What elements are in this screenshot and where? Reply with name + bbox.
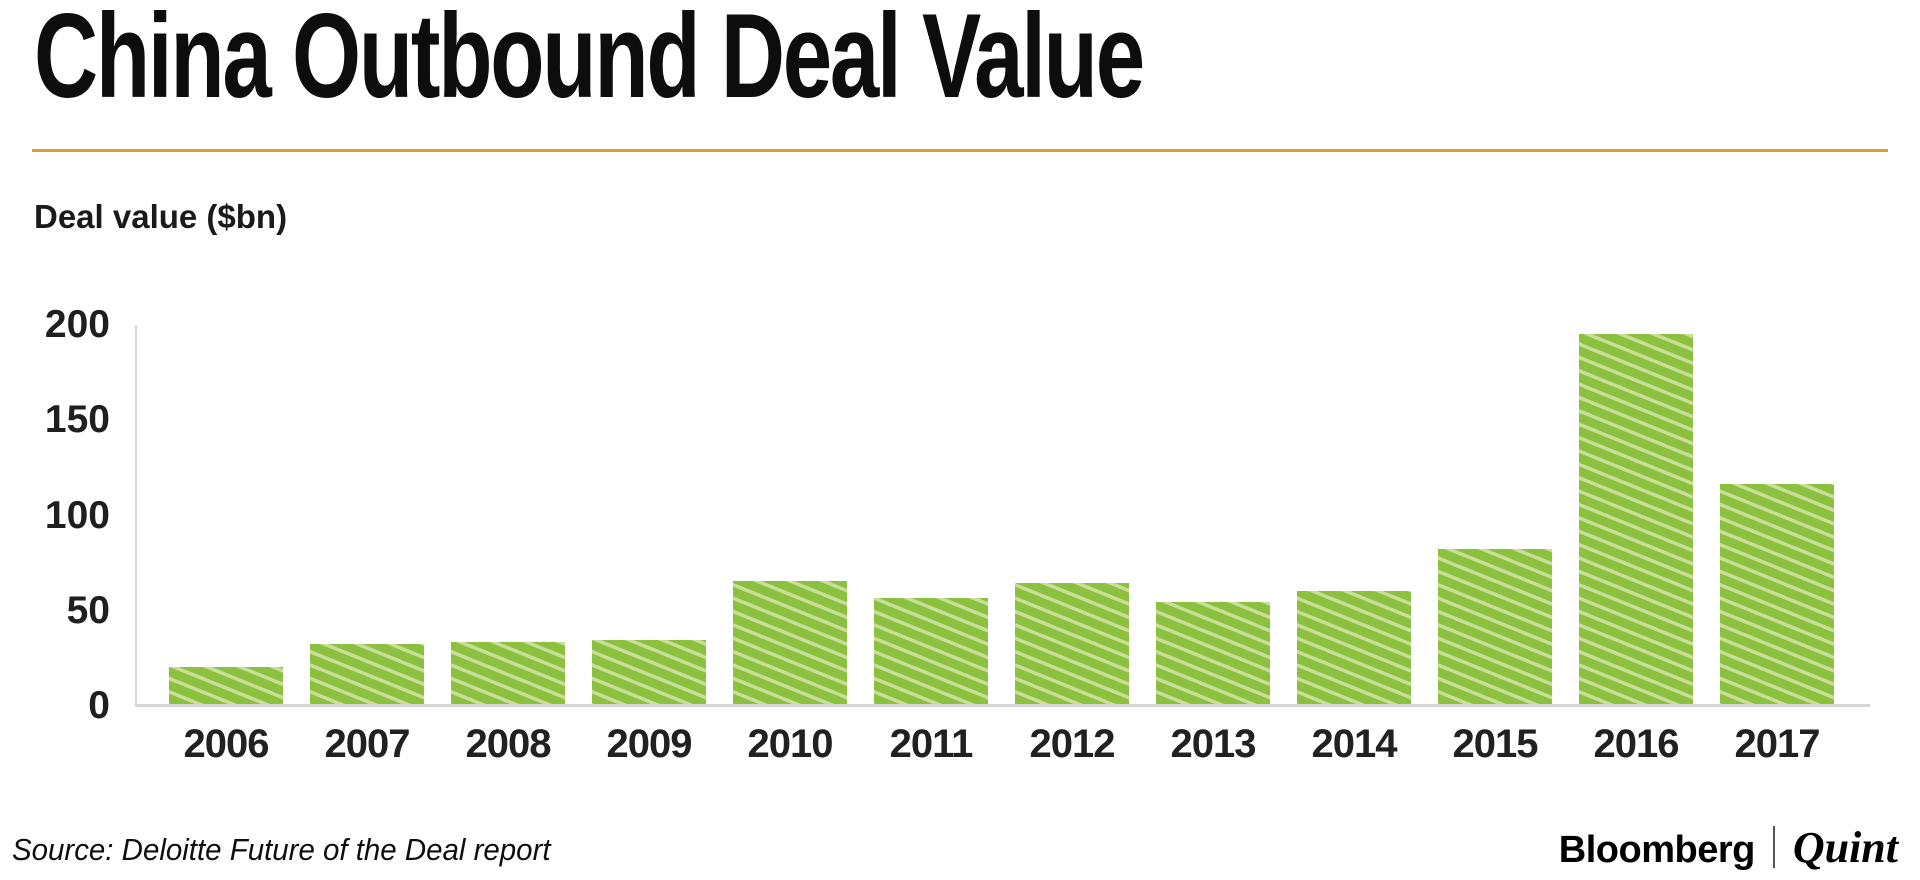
- bar-2014: [1297, 591, 1411, 707]
- x-tick-label-2017: 2017: [1734, 722, 1821, 766]
- y-tick-label-200: 200: [44, 303, 110, 346]
- logo-separator: [1772, 826, 1775, 868]
- bar-2006: [169, 667, 283, 707]
- x-tick-label-2012: 2012: [1029, 722, 1116, 766]
- x-tick-label-2011: 2011: [889, 722, 974, 766]
- x-axis-line: [135, 704, 1870, 707]
- y-tick-label-150: 150: [44, 398, 110, 442]
- title-divider-rule: [32, 149, 1888, 152]
- x-tick-label-2015: 2015: [1452, 722, 1539, 766]
- x-tick-label-2007: 2007: [324, 722, 411, 766]
- x-tick-label-2008: 2008: [465, 722, 552, 766]
- bar-2017: [1720, 484, 1834, 707]
- y-tick-label-100: 100: [44, 493, 110, 537]
- bar-2015: [1438, 549, 1552, 707]
- y-axis-line: [135, 325, 137, 707]
- x-tick-label-2009: 2009: [606, 722, 693, 766]
- x-tick-label-2013: 2013: [1170, 722, 1257, 766]
- bloomberg-quint-logo: Bloomberg Quint: [1558, 822, 1898, 872]
- y-axis-unit-label: Deal value ($bn): [34, 198, 288, 235]
- source-caption: Source: Deloitte Future of the Deal repo…: [12, 832, 551, 867]
- x-tick-label-2006: 2006: [183, 722, 270, 766]
- bar-2009: [592, 640, 706, 707]
- quint-wordmark: Quint: [1792, 823, 1898, 872]
- x-tick-label-2010: 2010: [747, 722, 834, 766]
- bar-2008: [451, 642, 565, 707]
- bar-2011: [874, 598, 988, 707]
- bloomberg-wordmark: Bloomberg: [1558, 829, 1756, 871]
- bar-2016: [1579, 334, 1693, 707]
- x-tick-label-2014: 2014: [1311, 722, 1398, 766]
- bar-2012: [1015, 583, 1129, 707]
- page-title: China Outbound Deal Value: [34, 0, 1145, 123]
- bar-2010: [733, 581, 847, 707]
- x-tick-label-2016: 2016: [1593, 722, 1680, 766]
- y-tick-label-0: 0: [88, 684, 110, 727]
- bar-2013: [1156, 602, 1270, 707]
- bar-2007: [310, 644, 424, 707]
- y-tick-label-50: 50: [66, 588, 110, 632]
